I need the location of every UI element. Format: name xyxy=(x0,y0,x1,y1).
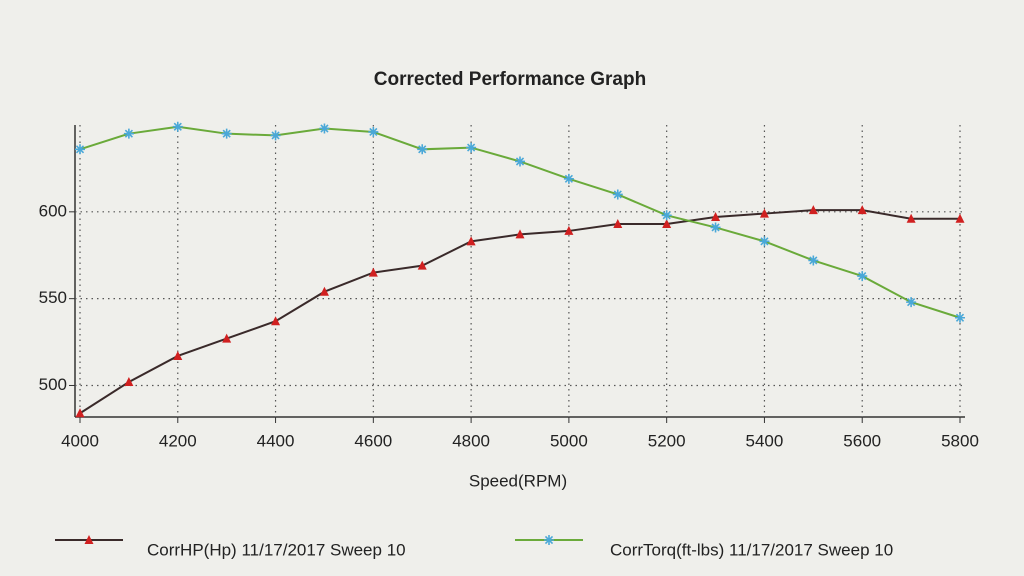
x-tick-label: 5000 xyxy=(550,431,588,450)
data-point xyxy=(368,267,378,277)
x-tick-label: 4000 xyxy=(61,431,99,450)
y-tick-label: 550 xyxy=(39,288,67,307)
data-point xyxy=(906,297,917,308)
data-point xyxy=(221,128,232,139)
data-point xyxy=(662,218,672,228)
y-tick-label: 600 xyxy=(39,201,67,220)
data-point xyxy=(564,225,574,235)
data-point xyxy=(759,236,770,247)
y-tick-label: 500 xyxy=(39,375,67,394)
data-point xyxy=(857,271,868,282)
data-point xyxy=(75,408,85,418)
data-point xyxy=(271,316,281,326)
legend-label: CorrTorq(ft-lbs) 11/17/2017 Sweep 10 xyxy=(610,540,893,559)
data-point xyxy=(759,208,769,218)
data-point xyxy=(613,218,623,228)
data-point xyxy=(857,205,867,215)
data-point xyxy=(172,121,183,132)
x-tick-label: 4600 xyxy=(354,431,392,450)
data-point xyxy=(563,173,574,184)
chart-title: Corrected Performance Graph xyxy=(374,69,646,90)
data-point xyxy=(75,144,85,155)
data-point xyxy=(173,350,183,360)
x-tick-label: 5600 xyxy=(843,431,881,450)
data-point xyxy=(710,222,721,233)
data-point xyxy=(368,126,379,137)
data-point xyxy=(808,255,819,266)
data-point xyxy=(417,260,427,270)
x-tick-label: 5400 xyxy=(746,431,784,450)
data-point xyxy=(955,213,965,223)
x-tick-label: 4400 xyxy=(257,431,295,450)
data-point xyxy=(270,130,281,141)
data-point xyxy=(319,123,330,134)
data-point xyxy=(466,236,476,246)
x-tick-label: 5800 xyxy=(941,431,979,450)
x-axis-label: Speed(RPM) xyxy=(469,471,567,490)
data-point xyxy=(515,156,525,167)
legend-marker xyxy=(544,535,554,545)
x-tick-label: 4200 xyxy=(159,431,197,450)
data-point xyxy=(123,128,134,139)
data-point xyxy=(515,229,525,239)
data-point xyxy=(711,212,721,222)
x-tick-label: 4800 xyxy=(452,431,490,450)
data-point xyxy=(955,312,965,323)
legend-marker xyxy=(84,535,94,544)
x-tick-label: 5200 xyxy=(648,431,686,450)
legend-label: CorrHP(Hp) 11/17/2017 Sweep 10 xyxy=(147,540,406,559)
data-point xyxy=(124,377,134,387)
data-point xyxy=(906,213,916,223)
data-point xyxy=(222,333,232,343)
data-point xyxy=(808,205,818,215)
data-point xyxy=(612,189,623,200)
data-point xyxy=(319,286,329,296)
data-point xyxy=(466,142,477,153)
data-point xyxy=(661,210,672,221)
data-point xyxy=(417,144,428,155)
